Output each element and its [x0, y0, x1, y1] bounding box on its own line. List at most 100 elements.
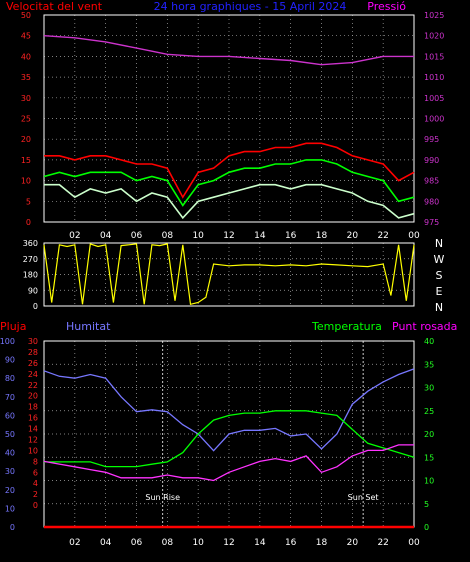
wind-x-tick: 14 — [254, 231, 266, 241]
wind-x-tick: 04 — [100, 231, 112, 241]
wind-y-tick: 35 — [21, 73, 31, 82]
dewpoint-label: Punt rosada — [392, 320, 457, 333]
climate-x-tick: 20 — [347, 538, 359, 548]
pressure-y-tick: 975 — [424, 218, 439, 227]
wind-y-tick: 30 — [21, 94, 31, 103]
direction-frame — [43, 242, 415, 307]
dewpoint-y-tick: 2 — [33, 490, 38, 499]
pressure-y-tick: 1010 — [424, 73, 444, 82]
wind-x-tick: 02 — [69, 231, 80, 241]
wind-x-tick: 22 — [377, 231, 388, 241]
temperature-line — [44, 410, 415, 468]
wind-y-tick: 40 — [21, 52, 31, 61]
humidity-y-tick: 80 — [5, 374, 15, 383]
wind-y-tick: 25 — [21, 115, 31, 124]
temperature-label: Temperatura — [311, 320, 382, 333]
direction-y-tick: 180 — [23, 271, 38, 280]
dewpoint-line — [43, 444, 414, 482]
climate-x-tick: 04 — [100, 538, 112, 548]
compass-label: S — [436, 269, 443, 282]
dewpoint-y-tick: 4 — [33, 479, 38, 488]
pressure-line — [43, 35, 414, 66]
pressure-y-tick: 1020 — [424, 32, 444, 41]
pressure-axis-label: Pressió — [367, 0, 406, 13]
pressure-y-tick: 985 — [424, 177, 439, 186]
dewpoint-y-tick: 18 — [28, 403, 38, 412]
temperature-y-tick: 10 — [424, 477, 434, 486]
wind-y-tick: 5 — [26, 197, 31, 206]
wind-y-tick: 0 — [26, 218, 31, 227]
climate-x-tick: 02 — [69, 538, 80, 548]
dewpoint-y-tick: 26 — [28, 359, 38, 368]
wind-x-tick: 10 — [192, 231, 204, 241]
humidity-y-tick: 0 — [10, 523, 15, 532]
humidity-y-tick: 20 — [5, 486, 15, 495]
dewpoint-y-tick: 14 — [28, 425, 38, 434]
pressure-y-tick: 1005 — [424, 94, 444, 103]
climate-x-tick: 12 — [223, 538, 234, 548]
pressure-y-tick: 1000 — [424, 115, 444, 124]
dewpoint-y-tick: 6 — [33, 468, 38, 477]
dewpoint-y-tick: 24 — [28, 370, 38, 379]
temperature-y-tick: 0 — [424, 523, 429, 532]
direction-y-tick: 0 — [33, 302, 38, 311]
wind-direction-line — [43, 243, 415, 306]
wind-speed-line — [44, 183, 415, 220]
wind-y-tick: 50 — [21, 11, 31, 20]
dewpoint-y-tick: 10 — [28, 446, 38, 455]
humidity-label: Humitat — [66, 320, 111, 333]
wind-y-tick: 10 — [21, 177, 31, 186]
dewpoint-y-tick: 8 — [33, 457, 38, 466]
wind-x-tick: 00 — [408, 231, 420, 241]
temperature-y-tick: 15 — [424, 453, 434, 462]
humidity-y-tick: 90 — [5, 356, 15, 365]
humidity-y-tick: 100 — [0, 337, 15, 346]
direction-y-tick: 360 — [23, 239, 38, 248]
wind-y-tick: 20 — [21, 135, 31, 144]
rain-label: Pluja — [0, 320, 26, 333]
wind-gust-line — [44, 142, 415, 199]
chart-title: 24 hora graphiques - 15 April 2024 — [154, 0, 347, 13]
compass-label: N — [435, 301, 443, 314]
temperature-y-tick: 25 — [424, 407, 434, 416]
wind-x-tick: 12 — [223, 231, 234, 241]
temperature-y-tick: 30 — [424, 384, 434, 393]
climate-x-tick: 16 — [285, 538, 297, 548]
wind-axis-label: Velocitat del vent — [6, 0, 103, 13]
climate-x-tick: 00 — [408, 538, 420, 548]
wind-y-tick: 45 — [21, 32, 31, 41]
sun-marker-label: Sun Rise — [145, 493, 180, 502]
humidity-y-tick: 10 — [5, 504, 15, 513]
humidity-temperature-chart: 0102030405060708090100024681012141618202… — [0, 320, 457, 548]
humidity-y-tick: 70 — [5, 393, 15, 402]
climate-x-tick: 10 — [192, 538, 204, 548]
climate-x-tick: 18 — [316, 538, 328, 548]
dewpoint-y-tick: 22 — [28, 381, 38, 390]
dewpoint-y-tick: 16 — [28, 414, 38, 423]
wind-x-tick: 06 — [131, 231, 143, 241]
humidity-line — [43, 368, 415, 452]
dewpoint-y-tick: 20 — [28, 392, 38, 401]
sun-marker-label: Sun Set — [348, 493, 379, 502]
dewpoint-y-tick: 12 — [28, 435, 38, 444]
climate-x-tick: 22 — [377, 538, 388, 548]
temperature-y-tick: 35 — [424, 360, 434, 369]
dewpoint-y-tick: 30 — [28, 337, 38, 346]
temperature-y-tick: 20 — [424, 430, 434, 439]
climate-x-tick: 14 — [254, 538, 266, 548]
pressure-y-tick: 995 — [424, 135, 439, 144]
direction-y-tick: 270 — [23, 255, 38, 264]
wind-x-tick: 08 — [162, 231, 174, 241]
climate-x-tick: 08 — [162, 538, 174, 548]
wind-x-tick: 16 — [285, 231, 297, 241]
humidity-y-tick: 40 — [5, 449, 15, 458]
wind-x-tick: 18 — [316, 231, 328, 241]
humidity-y-tick: 30 — [5, 467, 15, 476]
wind-y-tick: 15 — [21, 156, 31, 165]
wind-frame — [43, 14, 415, 223]
dewpoint-y-tick: 28 — [28, 348, 38, 357]
wind-x-tick: 20 — [347, 231, 359, 241]
pressure-y-tick: 990 — [424, 156, 439, 165]
